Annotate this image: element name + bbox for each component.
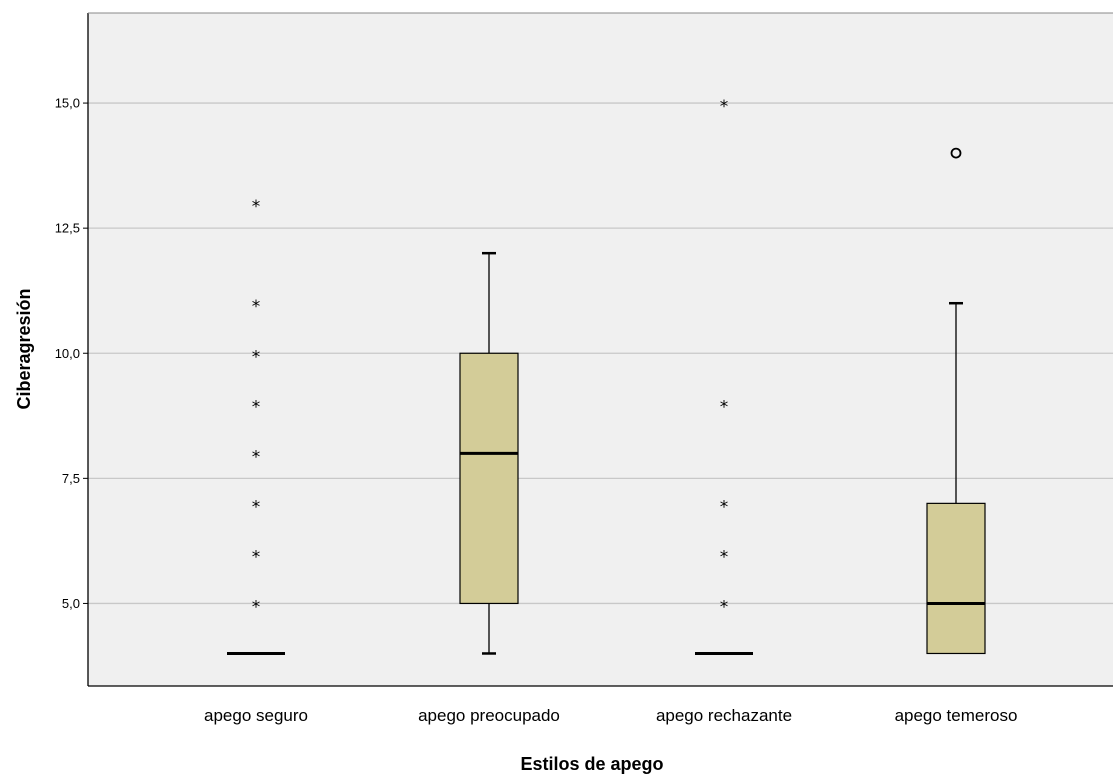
category-label: apego seguro <box>204 706 308 725</box>
extreme-point: * <box>252 547 261 567</box>
category-label: apego rechazante <box>656 706 792 725</box>
boxes: * * * * * * * * * * * * * <box>227 97 986 655</box>
x-axis-title: Estilos de apego <box>520 754 663 774</box>
extreme-point: * <box>252 197 261 217</box>
y-tick-label: 7,5 <box>62 471 80 486</box>
box-iqr <box>926 502 986 655</box>
y-tick-label: 15,0 <box>55 96 80 111</box>
y-axis-ticks: 5,0 7,5 10,0 12,5 15,0 <box>55 96 88 611</box>
extreme-point: * <box>252 297 261 317</box>
category-label: apego temeroso <box>895 706 1018 725</box>
extreme-point: * <box>252 597 261 617</box>
extreme-point: * <box>720 97 729 117</box>
y-tick-label: 12,5 <box>55 221 80 236</box>
box-group <box>459 251 519 655</box>
extreme-point: * <box>252 497 261 517</box>
box-group: * * * * * * * * <box>227 197 285 655</box>
outlier-point <box>950 147 962 159</box>
y-tick-label: 10,0 <box>55 346 80 361</box>
category-label: apego preocupado <box>418 706 560 725</box>
extreme-point: * <box>720 547 729 567</box>
extreme-point: * <box>252 447 261 467</box>
box-iqr <box>459 352 519 605</box>
extreme-point: * <box>720 397 729 417</box>
extreme-point: * <box>252 347 261 367</box>
x-axis-categories: apego seguro apego preocupado apego rechaz… <box>204 706 1017 725</box>
box-group: * * * * * <box>695 97 753 655</box>
y-tick-label: 5,0 <box>62 596 80 611</box>
extreme-point: * <box>252 397 261 417</box>
box-group <box>926 147 986 655</box>
extreme-point: * <box>720 597 729 617</box>
extreme-point: * <box>720 497 729 517</box>
y-axis-title: Ciberagresión <box>14 288 34 409</box>
